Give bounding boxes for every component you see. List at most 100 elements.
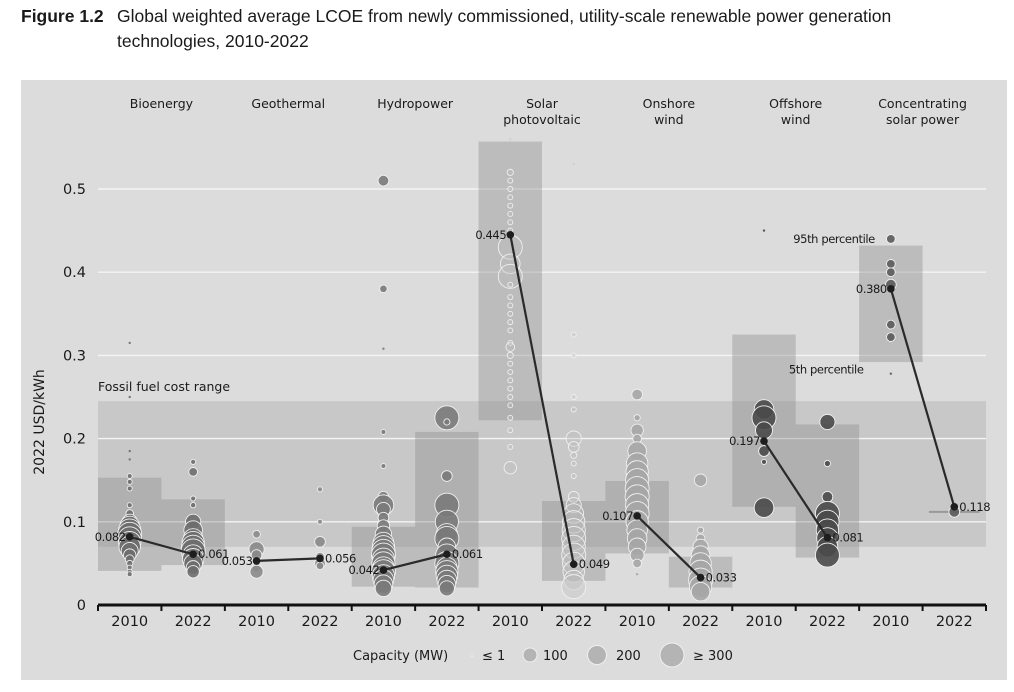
x-tick-label: 2010: [492, 614, 529, 630]
project-bubble: [190, 495, 197, 502]
project-bubble: [823, 460, 831, 468]
x-tick-label: 2010: [238, 614, 275, 630]
project-bubble: [507, 294, 514, 301]
project-bubble: [886, 332, 896, 342]
weighted-average-marker: [189, 550, 197, 559]
x-axis: [97, 603, 987, 611]
project-bubble: [819, 413, 836, 430]
project-bubble: [382, 347, 385, 350]
weighted-average-marker: [696, 573, 705, 582]
project-bubble: [507, 281, 514, 288]
project-bubble: [507, 443, 514, 450]
project-bubble: [507, 302, 514, 309]
project-bubble: [561, 534, 586, 559]
project-bubble: [761, 458, 767, 465]
project-bubble: [126, 502, 133, 509]
weighted-average-marker: [379, 566, 388, 574]
project-bubble: [128, 341, 131, 345]
project-bubble: [252, 530, 261, 539]
technology-label: wind: [781, 112, 811, 127]
weighted-average-line: [129, 535, 194, 556]
x-tick-label: 2022: [555, 614, 592, 630]
x-tick-label: 2022: [302, 614, 339, 630]
project-bubble: [317, 518, 323, 525]
project-bubble: [509, 154, 512, 157]
project-bubble: [249, 564, 264, 579]
project-bubble: [507, 327, 514, 334]
weighted-average-line: [636, 515, 702, 579]
project-bubble: [570, 451, 578, 459]
weighted-average-label: 0.445: [475, 228, 506, 242]
project-bubble: [509, 137, 512, 141]
technology-label: Onshore: [643, 96, 696, 111]
project-bubble: [443, 418, 451, 426]
x-tick-label: 2010: [619, 614, 656, 630]
x-tick-label: 2010: [365, 614, 402, 630]
chart-labels: Fossil fuel cost range 0 0.1 0.2 0.3 0.4 0.5 20…: [32, 96, 991, 630]
x-tick-label: 2010: [111, 614, 148, 630]
project-bubble: [507, 414, 514, 421]
project-bubble: [507, 402, 514, 409]
legend-entry-label: 200: [616, 649, 641, 664]
project-bubble: [507, 310, 514, 317]
legend-entry-label: 100: [543, 649, 568, 664]
legend-bubble: [659, 642, 685, 668]
weighted-average-marker: [887, 285, 895, 293]
weighted-average-label: 0.049: [579, 557, 610, 571]
weighted-average-lines: [125, 230, 959, 582]
project-bubble: [506, 351, 514, 359]
project-bubble: [690, 581, 711, 602]
project-bubble: [565, 430, 582, 447]
project-bubble: [507, 177, 514, 184]
project-bubble: [886, 319, 896, 330]
project-bubble: [507, 394, 514, 400]
project-bubble: [509, 146, 512, 149]
y-tick-label: 0.2: [63, 432, 86, 448]
weighted-average-label: 0.033: [706, 571, 737, 585]
y-tick-label: 0.5: [63, 182, 86, 198]
weighted-average-marker: [316, 554, 324, 563]
chart-panel: [21, 80, 1007, 680]
technology-label: Offshore: [769, 96, 822, 111]
figure-label: Figure 1.2: [21, 6, 104, 26]
y-tick-label: 0.4: [63, 265, 86, 281]
figure-title: Global weighted average LCOE from newly …: [117, 6, 892, 51]
project-bubble: [635, 573, 639, 576]
weighted-average-label: 0.061: [198, 547, 229, 561]
weighted-average-label: 0.056: [325, 551, 356, 565]
project-bubble: [315, 561, 325, 571]
weighted-average-marker: [443, 550, 451, 559]
project-bubble: [188, 467, 198, 477]
weighted-average-line: [383, 553, 448, 572]
project-bubble: [570, 460, 577, 467]
technology-label: wind: [654, 112, 684, 127]
x-tick-label: 2022: [936, 614, 973, 630]
x-tick-label: 2010: [872, 614, 909, 630]
project-bubble: [380, 463, 387, 470]
weighted-average-marker: [760, 437, 768, 445]
project-bubble: [126, 571, 133, 578]
weighted-average-marker: [823, 533, 832, 542]
project-bubble: [886, 259, 896, 269]
project-bubble: [186, 565, 200, 579]
project-bubble: [565, 497, 582, 514]
fossil-fuel-range-label: Fossil fuel cost range: [98, 379, 230, 394]
weighted-average-marker: [252, 557, 261, 565]
technology-label: solar power: [886, 112, 960, 127]
weighted-average-label: 0.061: [452, 547, 483, 561]
project-bubble: [567, 441, 580, 453]
project-bubble: [889, 372, 893, 375]
project-bubble: [507, 385, 514, 392]
legend-entry-label: ≤ 1: [482, 649, 505, 664]
project-bubble: [126, 478, 133, 485]
project-bubble: [503, 461, 517, 475]
weighted-average-label: 0.380: [856, 282, 887, 296]
project-bubble: [507, 211, 514, 217]
project-bubble: [567, 491, 580, 503]
project-bubble: [505, 342, 516, 352]
weighted-average-line: [889, 288, 956, 508]
project-bubble: [190, 458, 197, 465]
weighted-average-line: [509, 234, 575, 565]
legend-title: Capacity (MW): [353, 649, 448, 664]
project-bubble: [762, 229, 766, 232]
